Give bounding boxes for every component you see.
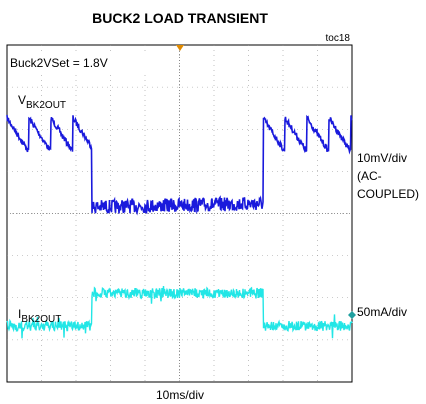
voltage-label-sub: BK2OUT: [26, 100, 66, 111]
figure-tag: toc18: [326, 33, 351, 44]
voltage-scale: (AC-: [357, 169, 382, 183]
time-scale: 10ms/div: [156, 388, 204, 402]
current-label-sub: BK2OUT: [21, 314, 61, 325]
waveforms: [6, 114, 353, 339]
voltage-trace: [6, 114, 353, 216]
voltage-label-main: V: [18, 93, 26, 107]
title: BUCK2 LOAD TRANSIENT: [92, 10, 268, 26]
trigger-marker: [176, 45, 184, 51]
current-scale: 50mA/div: [357, 305, 407, 319]
setting-box: [8, 52, 148, 72]
current-label-main: I: [18, 307, 21, 321]
setting-label: Buck2VSet = 1.8V: [10, 56, 108, 70]
channel-marker: [348, 311, 356, 319]
current-trace: [6, 285, 353, 339]
current-label: IBK2OUT: [18, 307, 61, 325]
voltage-scale: COUPLED): [357, 187, 419, 201]
voltage-label: VBK2OUT: [18, 93, 66, 111]
voltage-scale: 10mV/div: [357, 151, 407, 165]
